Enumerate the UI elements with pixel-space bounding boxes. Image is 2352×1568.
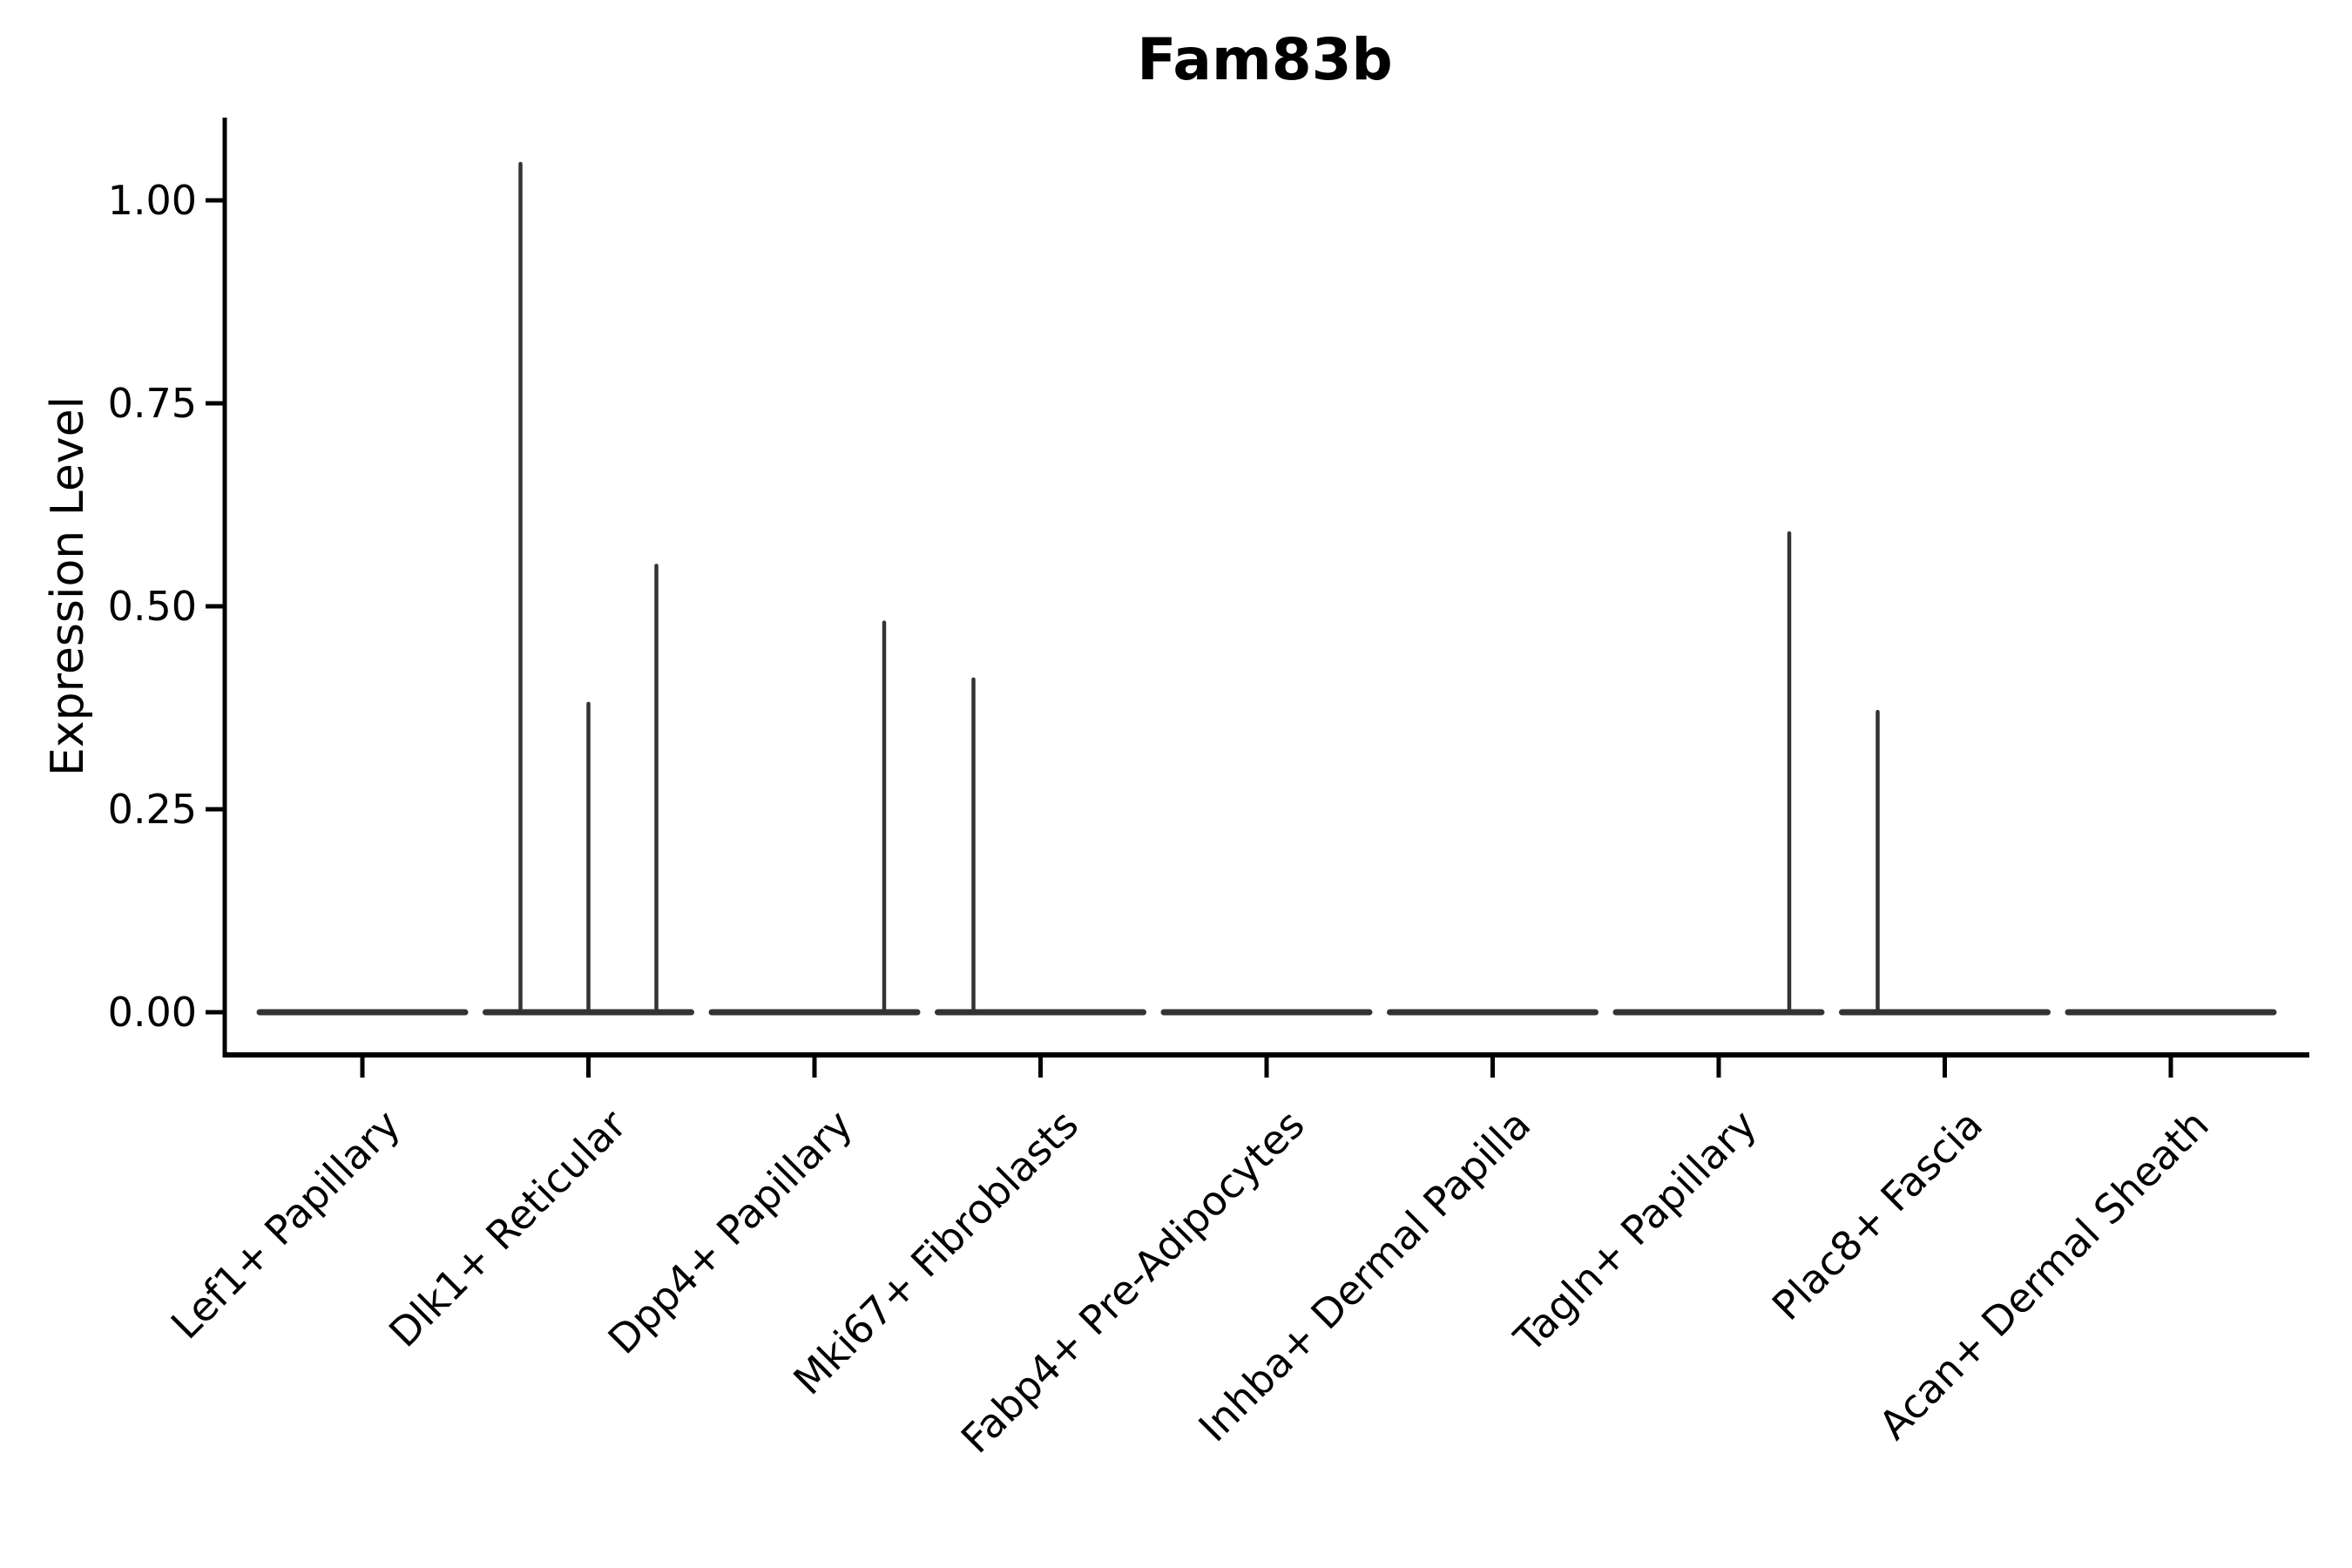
x-tick-label: Dlk1+ Reticular [380,1101,635,1356]
y-tick-label: 0.50 [108,583,197,630]
y-tick-label: 1.00 [108,177,197,224]
y-tick-label: 0.75 [108,380,197,427]
y-tick-label: 0.25 [108,786,197,833]
chart-title: Fam83b [1137,26,1393,93]
x-tick-label: Lef1+ Papillary [162,1101,409,1348]
x-tick-label: Dpp4+ Papillary [599,1101,862,1363]
x-tick-label: Plac8+ Fascia [1763,1101,1991,1329]
y-tick-label: 0.00 [108,989,197,1036]
x-tick-label: Tagln+ Papillary [1504,1101,1766,1362]
